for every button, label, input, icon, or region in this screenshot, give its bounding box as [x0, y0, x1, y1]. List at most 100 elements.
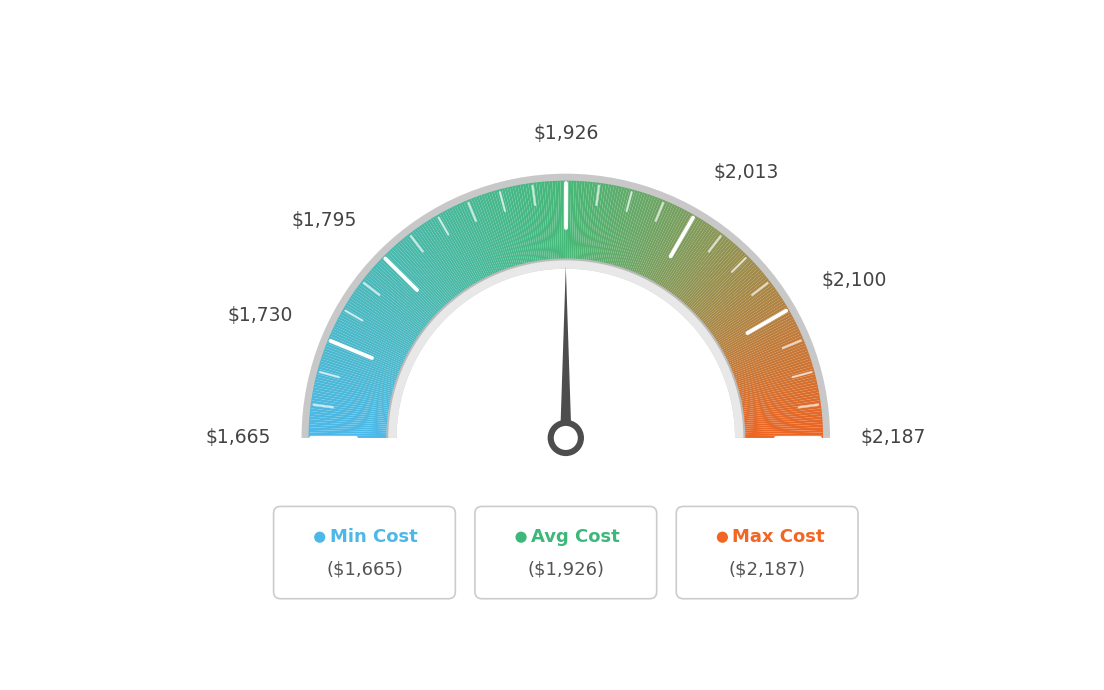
Wedge shape	[709, 302, 786, 351]
Wedge shape	[449, 208, 491, 288]
Wedge shape	[698, 278, 769, 335]
Wedge shape	[335, 324, 415, 365]
Wedge shape	[587, 183, 601, 272]
Wedge shape	[408, 233, 465, 306]
Wedge shape	[311, 395, 401, 412]
Wedge shape	[732, 397, 820, 413]
Wedge shape	[301, 174, 830, 438]
Wedge shape	[466, 199, 502, 284]
Wedge shape	[684, 256, 750, 321]
Wedge shape	[309, 416, 399, 426]
Wedge shape	[354, 289, 429, 342]
Wedge shape	[364, 276, 435, 334]
Wedge shape	[732, 408, 821, 420]
Wedge shape	[716, 324, 797, 365]
Wedge shape	[627, 199, 664, 283]
Wedge shape	[640, 208, 682, 288]
Wedge shape	[667, 233, 723, 306]
Circle shape	[554, 426, 577, 450]
Wedge shape	[578, 181, 587, 270]
Wedge shape	[565, 181, 569, 270]
Wedge shape	[633, 202, 670, 285]
Text: ($2,187): ($2,187)	[729, 561, 806, 579]
Wedge shape	[309, 414, 399, 424]
Wedge shape	[636, 204, 676, 286]
Wedge shape	[682, 253, 746, 318]
Wedge shape	[613, 191, 640, 277]
Wedge shape	[617, 193, 648, 279]
Text: ($1,665): ($1,665)	[326, 561, 403, 579]
Wedge shape	[710, 307, 788, 354]
Wedge shape	[329, 336, 412, 373]
Circle shape	[315, 531, 326, 543]
Wedge shape	[641, 208, 684, 289]
Polygon shape	[560, 266, 572, 452]
Wedge shape	[388, 250, 450, 317]
Wedge shape	[679, 248, 742, 315]
Wedge shape	[327, 341, 411, 376]
Wedge shape	[701, 287, 775, 341]
Wedge shape	[311, 400, 400, 415]
Text: $2,013: $2,013	[713, 164, 778, 182]
Wedge shape	[729, 374, 816, 398]
Wedge shape	[328, 338, 411, 375]
Wedge shape	[732, 406, 821, 419]
Wedge shape	[733, 411, 821, 422]
Wedge shape	[651, 217, 699, 295]
Wedge shape	[542, 181, 552, 271]
Wedge shape	[411, 231, 466, 304]
Wedge shape	[317, 368, 404, 395]
Wedge shape	[447, 208, 490, 289]
Wedge shape	[330, 333, 413, 371]
Wedge shape	[585, 182, 598, 271]
Wedge shape	[454, 205, 495, 287]
Wedge shape	[664, 228, 716, 302]
Wedge shape	[644, 210, 688, 290]
Wedge shape	[312, 393, 401, 410]
Wedge shape	[730, 387, 818, 406]
Wedge shape	[645, 211, 690, 291]
Wedge shape	[666, 231, 721, 304]
Wedge shape	[340, 312, 420, 357]
Wedge shape	[317, 371, 404, 396]
Wedge shape	[502, 188, 526, 275]
Wedge shape	[523, 184, 540, 273]
Wedge shape	[362, 278, 434, 335]
Wedge shape	[537, 182, 549, 271]
Wedge shape	[583, 182, 595, 271]
Wedge shape	[708, 300, 785, 350]
Wedge shape	[733, 416, 822, 426]
Wedge shape	[321, 356, 406, 386]
Wedge shape	[689, 264, 757, 326]
Text: $1,665: $1,665	[205, 428, 270, 447]
Wedge shape	[699, 280, 771, 337]
Wedge shape	[518, 185, 537, 273]
Wedge shape	[481, 194, 512, 279]
Wedge shape	[458, 203, 498, 286]
Wedge shape	[722, 343, 806, 378]
Text: $2,100: $2,100	[821, 271, 887, 290]
Circle shape	[516, 531, 527, 543]
Wedge shape	[402, 238, 460, 308]
Wedge shape	[716, 326, 798, 366]
Wedge shape	[309, 430, 399, 435]
Wedge shape	[580, 181, 590, 271]
Wedge shape	[417, 227, 470, 301]
Wedge shape	[384, 254, 448, 319]
Wedge shape	[539, 181, 550, 271]
Wedge shape	[310, 406, 400, 419]
Wedge shape	[420, 225, 471, 300]
Wedge shape	[669, 235, 725, 306]
Wedge shape	[413, 230, 467, 303]
Wedge shape	[634, 203, 673, 286]
Wedge shape	[616, 193, 646, 278]
Wedge shape	[614, 192, 643, 278]
Wedge shape	[353, 291, 428, 344]
Wedge shape	[343, 307, 422, 354]
FancyBboxPatch shape	[475, 506, 657, 599]
Wedge shape	[648, 214, 694, 293]
Wedge shape	[639, 206, 680, 288]
Wedge shape	[468, 199, 505, 283]
Wedge shape	[623, 196, 656, 281]
Wedge shape	[550, 181, 558, 270]
